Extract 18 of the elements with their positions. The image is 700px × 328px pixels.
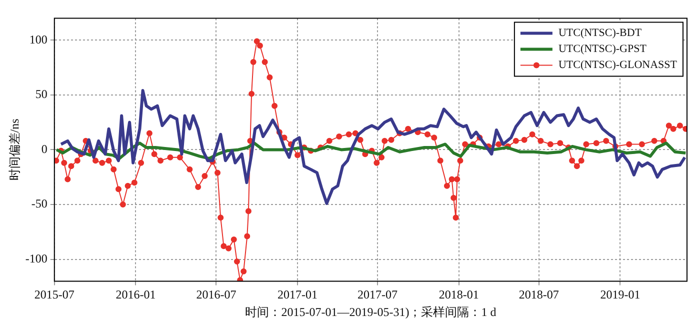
x-tick-label: 2018-01 [438,288,479,302]
y-tick-label: 50 [35,87,48,102]
x-axis-title: 时间：2015-07-01—2019-05-31)；采样间隔：1 d [245,304,496,319]
x-tick-label: 2015-07 [34,288,74,302]
x-tick-label: 2018-07 [518,288,559,302]
legend-label: UTC(NTSC)-GPST [558,43,647,56]
x-tick-label: 2016-01 [116,288,156,302]
y-tick-label: 100 [29,32,48,46]
legend-label: UTC(NTSC)-BDT [558,27,642,40]
y-tick-label: -100 [25,251,48,266]
y-tick-label: -50 [31,196,48,211]
x-tick-label: 2016-07 [196,288,236,302]
legend-label: UTC(NTSC)-GLONASST [558,59,678,72]
y-axis-title: 时间偏差/ns [7,118,22,181]
x-tick-label: 2017-01 [278,288,318,302]
x-tick-label: 2019-01 [600,288,640,302]
x-tick-label: 2017-07 [358,288,398,302]
y-tick-label: 0 [41,142,48,156]
